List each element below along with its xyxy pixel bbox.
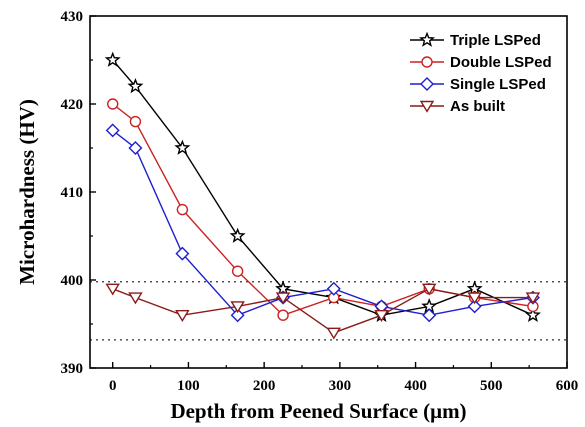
- y-tick-label: 430: [61, 9, 84, 25]
- y-tick-label: 390: [61, 361, 84, 377]
- legend-marker: [418, 31, 436, 47]
- axis-ticks: 0 100 200 300 400 500 600 390 400 410 420 430: [61, 9, 579, 394]
- data-point: [128, 292, 143, 305]
- series-triple-lsped: [104, 51, 541, 323]
- x-tick-label: 300: [329, 378, 352, 394]
- y-tick-label: 400: [61, 273, 84, 289]
- legend-label: Single LSPed: [450, 76, 546, 93]
- series-line: [112, 129, 534, 317]
- data-point: [231, 265, 244, 277]
- data-point: [129, 115, 142, 128]
- data-point: [467, 299, 482, 314]
- data-point: [174, 139, 191, 155]
- data-point: [105, 123, 120, 138]
- data-point: [175, 310, 190, 322]
- x-tick-label: 400: [404, 378, 427, 394]
- x-tick-label: 100: [177, 378, 200, 394]
- legend-item: Triple LSPed: [410, 31, 541, 49]
- legend-item: As built: [410, 98, 505, 115]
- x-tick-label: 200: [253, 378, 276, 394]
- data-point: [175, 246, 190, 261]
- data-point: [128, 141, 143, 155]
- x-tick-label: 500: [480, 378, 503, 394]
- data-point: [107, 98, 119, 110]
- legend-label: As built: [450, 98, 505, 115]
- series-line: [112, 103, 534, 317]
- data-point: [230, 301, 245, 314]
- x-tick-label: 600: [556, 378, 579, 394]
- legend-marker: [419, 100, 435, 113]
- data-point: [229, 227, 246, 243]
- series-as-built: [105, 283, 541, 340]
- data-point: [104, 51, 121, 67]
- y-tick-label: 410: [61, 185, 84, 201]
- data-point: [525, 292, 541, 305]
- data-point: [326, 327, 342, 340]
- data-point: [326, 281, 341, 296]
- legend-label: Triple LSPed: [450, 32, 541, 49]
- data-point: [524, 306, 541, 323]
- y-tick-label: 420: [61, 97, 84, 113]
- data-point: [374, 310, 389, 322]
- legend: Triple LSPed Double LSPed Single LSPed As b…: [410, 31, 552, 115]
- series-layer: [104, 51, 541, 340]
- x-axis-label: Depth from Peened Surface (μm): [170, 399, 466, 423]
- data-point: [127, 77, 144, 94]
- data-point: [230, 308, 245, 323]
- data-point: [277, 309, 289, 321]
- x-tick-label: 0: [109, 378, 117, 394]
- data-point: [421, 283, 437, 296]
- data-point: [422, 308, 437, 323]
- reference-lines: [90, 281, 567, 341]
- legend-item: Double LSPed: [410, 54, 552, 71]
- legend-label: Double LSPed: [450, 54, 552, 71]
- series-line: [112, 288, 533, 334]
- data-point: [275, 292, 291, 305]
- data-point: [105, 283, 120, 296]
- legend-marker: [421, 56, 433, 68]
- data-point: [176, 203, 189, 216]
- y-axis-label: Microhardness (HV): [15, 99, 39, 285]
- data-point: [466, 280, 483, 296]
- legend-item: Single LSPed: [410, 76, 546, 93]
- legend-marker: [420, 77, 434, 91]
- data-point: [467, 292, 482, 305]
